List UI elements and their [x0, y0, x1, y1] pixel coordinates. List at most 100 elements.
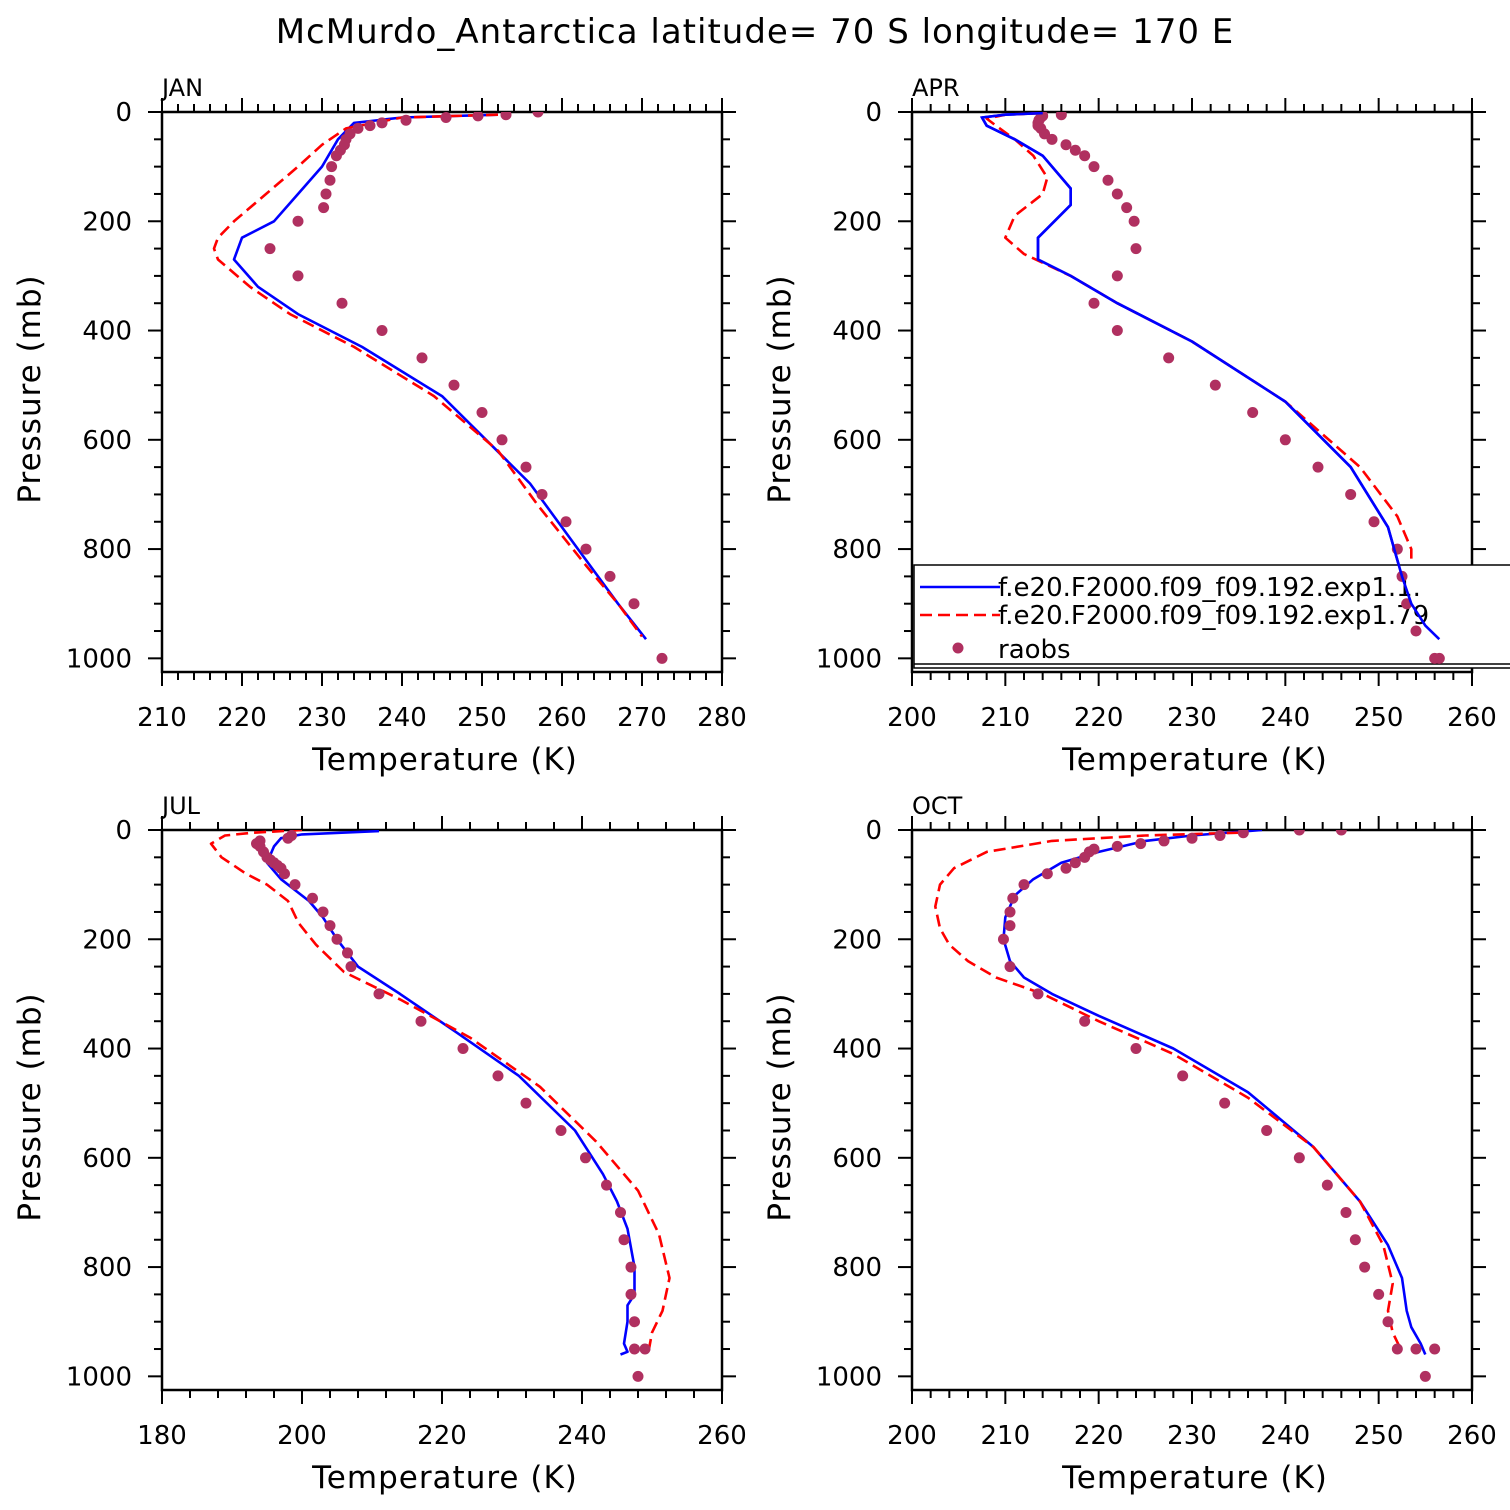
raobs-point	[1321, 1179, 1333, 1191]
y-tick-label: 0	[865, 98, 882, 128]
raobs-point	[330, 150, 342, 162]
panel-title: JUL	[160, 792, 201, 820]
raobs-point	[326, 161, 338, 173]
raobs-point	[1128, 215, 1140, 227]
raobs-point	[536, 488, 548, 500]
raobs-point	[1373, 1288, 1385, 1300]
raobs-point	[415, 1015, 427, 1027]
x-axis-label: Temperature (K)	[311, 742, 578, 778]
raobs-point	[336, 297, 348, 309]
y-tick-label: 600	[82, 1144, 132, 1174]
x-tick-label: 210	[981, 703, 1031, 733]
y-tick-label: 600	[82, 426, 132, 456]
legend-label: f.e20.F2000.f09_f09.192.exp1.1.	[998, 573, 1421, 603]
panel-title: APR	[912, 74, 960, 102]
raobs-point	[476, 406, 488, 418]
raobs-point	[324, 920, 336, 932]
raobs-point	[307, 892, 318, 904]
x-axis-label: Temperature (K)	[311, 1460, 578, 1496]
raobs-point	[615, 1206, 626, 1218]
y-tick-label: 800	[832, 535, 882, 565]
raobs-point	[500, 112, 512, 121]
x-tick-label: 270	[617, 703, 667, 733]
raobs-point	[1312, 461, 1324, 473]
x-tick-label: 260	[1447, 703, 1497, 733]
x-tick-label: 250	[457, 703, 507, 733]
x-tick-label: 230	[297, 703, 347, 733]
raobs-point	[376, 325, 388, 337]
raobs-point	[496, 434, 508, 446]
series-line-exp1-1	[980, 112, 1441, 641]
y-tick-label: 200	[82, 207, 132, 237]
raobs-point	[1046, 133, 1058, 145]
raobs-point	[1391, 1343, 1403, 1355]
raobs-point	[629, 1343, 640, 1355]
raobs-point	[292, 215, 304, 227]
raobs-point	[1032, 988, 1044, 1000]
x-tick-label: 200	[887, 703, 937, 733]
raobs-point	[1293, 830, 1305, 836]
raobs-point	[1219, 1097, 1231, 1109]
series-line-exp1-1-overlay	[979, 112, 1441, 641]
y-axis-label: Pressure (mb)	[762, 992, 798, 1221]
panel-apr: APR 200 210 220 230 240 250 260 0 200 400 600 800 100…	[762, 74, 1510, 778]
panel-jan: JAN 210 220 230 240 250 260 270 280 0 200 400 600 800…	[12, 74, 747, 778]
raobs-point	[472, 112, 484, 122]
x-tick-label: 220	[1074, 1421, 1124, 1451]
plot-frame	[160, 828, 724, 1392]
raobs-point	[376, 117, 388, 129]
x-tick-label: 280	[697, 703, 747, 733]
raobs-point	[632, 1370, 644, 1382]
raobs-point	[1214, 830, 1226, 841]
raobs-point	[1069, 144, 1081, 156]
raobs-point	[1382, 1316, 1394, 1328]
raobs-point	[282, 832, 294, 844]
y-tick-label: 1000	[816, 1362, 882, 1392]
raobs-point	[604, 570, 616, 582]
raobs-point	[520, 1097, 532, 1109]
raobs-point	[1433, 652, 1445, 664]
raobs-point	[1007, 892, 1019, 904]
raobs-point	[629, 1316, 640, 1328]
panel-title: JAN	[160, 74, 203, 102]
raobs-point	[1079, 851, 1091, 863]
y-tick-label: 600	[832, 426, 882, 456]
y-axis-label: Pressure (mb)	[12, 274, 48, 503]
raobs-point	[440, 112, 452, 123]
raobs-point	[1060, 862, 1072, 874]
y-tick-label: 200	[832, 207, 882, 237]
raobs-point	[618, 1234, 630, 1246]
y-tick-label: 400	[832, 317, 882, 347]
raobs-point	[1060, 139, 1072, 151]
raobs-point	[580, 1152, 591, 1164]
y-tick-label: 200	[82, 925, 132, 955]
raobs-point	[580, 543, 592, 555]
raobs-point	[1004, 920, 1016, 932]
series-line-exp1-79	[933, 831, 1404, 1353]
raobs-point	[1121, 202, 1133, 214]
raobs-point	[1088, 297, 1100, 309]
raobs-point	[320, 188, 332, 200]
x-tick-label: 260	[697, 1421, 747, 1451]
panel-oct: OCT 200 210 220 230 240 250 260 0 200 400 600 800 100…	[762, 792, 1497, 1496]
y-axis-label: Pressure (mb)	[762, 274, 798, 503]
x-tick-label: 250	[1354, 1421, 1404, 1451]
raobs-point	[1279, 434, 1291, 446]
raobs-point	[625, 1261, 637, 1273]
raobs-point	[560, 516, 572, 528]
y-tick-label: 800	[82, 1253, 132, 1283]
raobs-point	[1111, 325, 1123, 337]
y-tick-label: 200	[832, 925, 882, 955]
raobs-point	[1111, 188, 1123, 200]
raobs-point	[345, 961, 357, 973]
x-tick-label: 220	[217, 703, 267, 733]
x-tick-label: 200	[277, 1421, 327, 1451]
legend-label: f.e20.F2000.f09_f09.192.exp1.79	[998, 601, 1429, 631]
y-tick-label: 800	[82, 535, 132, 565]
raobs-point	[1079, 150, 1091, 162]
legend-box	[913, 564, 1510, 669]
raobs-point	[1335, 830, 1347, 836]
raobs-point	[1359, 1261, 1371, 1273]
